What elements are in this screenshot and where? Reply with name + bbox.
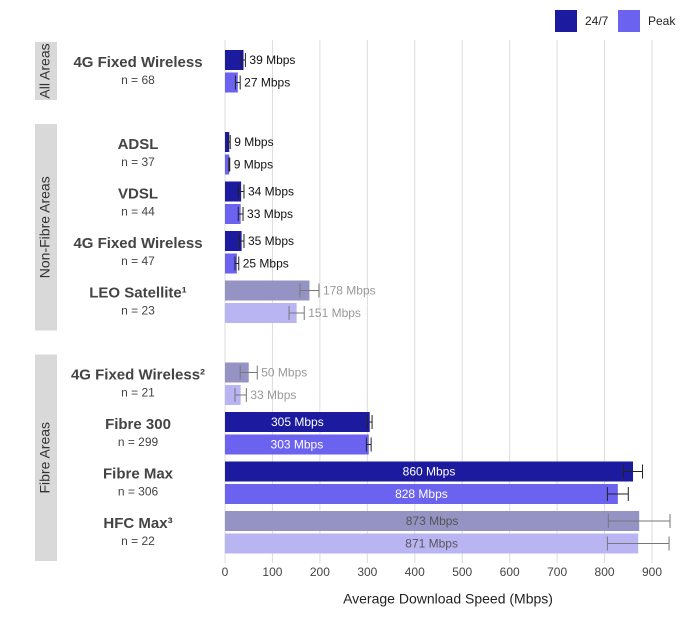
value-label: 25 Mbps	[243, 257, 289, 271]
error-bar	[239, 365, 258, 380]
category-note: n = 23	[121, 304, 155, 318]
bar	[225, 204, 241, 224]
category-note: n = 22	[121, 534, 155, 548]
value-label: 33 Mbps	[247, 207, 293, 221]
x-tick-label: 800	[595, 565, 615, 579]
legend-label: 24/7	[585, 14, 609, 28]
group-label: Non-Fibre Areas	[37, 176, 53, 278]
group-label: Fibre Areas	[37, 422, 53, 494]
category-label: VDSL	[118, 185, 158, 202]
value-label: 303 Mbps	[271, 438, 324, 452]
legend-swatch	[555, 10, 577, 32]
value-label: 9 Mbps	[234, 135, 273, 149]
bar	[225, 181, 242, 202]
bar	[225, 533, 639, 554]
category-note: n = 47	[121, 254, 155, 268]
category-label: Fibre Max	[103, 465, 174, 482]
bar	[225, 50, 244, 70]
value-label: 27 Mbps	[244, 76, 290, 90]
error-bar	[237, 207, 244, 221]
value-label: 35 Mbps	[248, 234, 294, 248]
bar	[225, 253, 237, 274]
x-tick-label: 600	[500, 565, 520, 579]
x-tick-label: 200	[310, 565, 330, 579]
x-tick-label: 100	[262, 565, 282, 579]
bar	[225, 511, 640, 531]
group-band	[35, 354, 57, 561]
x-axis-title: Average Download Speed (Mbps)	[343, 591, 553, 607]
x-tick-label: 500	[452, 565, 472, 579]
error-bar	[606, 487, 629, 501]
value-label: 828 Mbps	[395, 487, 448, 501]
category-label: HFC Max³	[103, 515, 172, 532]
error-bar	[365, 437, 372, 452]
error-bar	[366, 415, 373, 429]
category-label: Fibre 300	[105, 416, 171, 433]
category-label: ADSL	[118, 136, 159, 153]
error-bar	[607, 514, 671, 528]
error-bar	[241, 53, 246, 67]
category-note: n = 21	[121, 386, 155, 400]
bar	[225, 303, 297, 323]
error-bar	[228, 157, 231, 172]
category-note: n = 306	[118, 485, 159, 499]
error-bar	[288, 306, 305, 320]
bar	[225, 412, 370, 432]
value-label: 178 Mbps	[323, 284, 376, 298]
error-bar	[606, 536, 670, 551]
value-label: 871 Mbps	[405, 537, 458, 551]
x-tick-label: 400	[405, 565, 425, 579]
x-tick-label: 700	[547, 565, 567, 579]
error-bar	[623, 464, 644, 479]
value-label: 33 Mbps	[250, 388, 296, 402]
legend-swatch	[618, 10, 640, 32]
category-label: LEO Satellite¹	[89, 284, 187, 301]
value-label: 873 Mbps	[406, 514, 459, 528]
bar	[225, 362, 249, 383]
x-tick-label: 900	[642, 565, 662, 579]
category-label: 4G Fixed Wireless	[73, 54, 202, 71]
category-label: 4G Fixed Wireless	[73, 235, 202, 252]
x-tick-label: 0	[222, 565, 229, 579]
value-label: 50 Mbps	[261, 366, 307, 380]
group-label: All Areas	[37, 43, 53, 98]
error-bar	[237, 184, 245, 199]
error-bar	[238, 234, 245, 248]
bar	[225, 484, 618, 504]
x-tick-label: 300	[357, 565, 377, 579]
value-label: 151 Mbps	[308, 306, 361, 320]
value-label: 9 Mbps	[234, 158, 273, 172]
bar	[225, 434, 369, 455]
value-label: 305 Mbps	[271, 415, 324, 429]
category-label: 4G Fixed Wireless²	[71, 366, 205, 383]
error-bar	[234, 75, 241, 90]
bar	[225, 461, 634, 482]
category-note: n = 44	[121, 205, 155, 219]
bar	[225, 385, 241, 405]
value-label: 860 Mbps	[403, 465, 456, 479]
bar	[225, 280, 310, 301]
group-band	[35, 42, 57, 100]
category-note: n = 68	[121, 73, 155, 87]
value-label: 34 Mbps	[248, 185, 294, 199]
error-bar	[299, 283, 320, 298]
category-note: n = 299	[118, 435, 159, 449]
error-bar	[234, 256, 240, 271]
bar	[225, 231, 242, 251]
bar	[225, 132, 230, 152]
group-band	[35, 124, 57, 331]
bar	[225, 72, 238, 93]
error-bar	[234, 388, 247, 402]
legend-label: Peak	[648, 14, 676, 28]
value-label: 39 Mbps	[249, 53, 295, 67]
category-note: n = 37	[121, 155, 155, 169]
bar	[225, 154, 230, 175]
error-bar	[227, 135, 231, 149]
